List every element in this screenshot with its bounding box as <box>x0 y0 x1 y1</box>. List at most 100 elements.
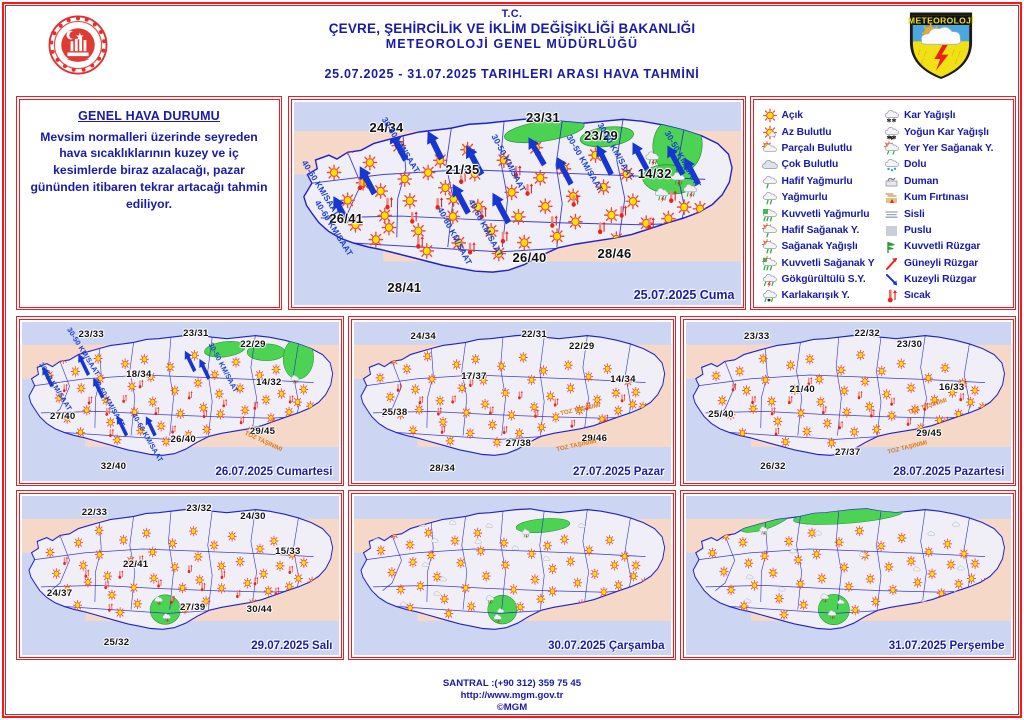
wind-speed-label: 30-50 KM/SAAT <box>206 340 241 394</box>
legend-item: Kuvvetli Yağmurlu <box>762 206 885 222</box>
legend-item: Yoğun Kar Yağışlı <box>884 124 1007 140</box>
legend-item-label: Puslu <box>904 224 932 236</box>
light-shower-icon <box>761 223 779 238</box>
legend-item: Dolu <box>884 157 1007 173</box>
temperature-label: 26/32 <box>760 461 786 473</box>
shower-icon <box>761 239 779 254</box>
legend-item: Kar Yağışlı <box>884 108 1007 124</box>
temperature-label: 14/32 <box>637 166 672 182</box>
temperature-label: 14/32 <box>256 377 282 389</box>
legend-item-label: Kar Yağışlı <box>904 110 956 122</box>
temperature-label: 18/34 <box>126 369 152 381</box>
temperature-label: 29/46 <box>581 432 608 444</box>
temperature-label: 25/40 <box>708 408 734 420</box>
snow-icon <box>884 108 901 123</box>
hot-thermometer-icon <box>884 288 901 303</box>
map-date-label: 25.07.2025 Cuma <box>633 287 735 302</box>
wind-speed-label: 40-60 KM/SAAT <box>91 376 128 429</box>
legend-item-label: Hafif Sağanak Y. <box>781 224 860 236</box>
legend-item-label: Dolu <box>904 159 927 171</box>
legend-item-label: Gökgürültülü S.Y. <box>781 274 866 286</box>
sun-small-cloud-icon <box>762 125 779 140</box>
fog-icon <box>884 207 901 222</box>
legend-item-label: Çok Bulutlu <box>781 159 839 171</box>
temperature-label: 23/31 <box>525 109 560 125</box>
map-panel-tuesday[interactable]: 22/33 23/32 24/30 22/41 15/33 24/37 30/44 27/39… <box>16 490 344 660</box>
sandstorm-icon <box>884 190 901 205</box>
wind-speed-label: 40-60 KM/SAAT <box>466 197 506 259</box>
map-panel-sunday[interactable]: 24/34 22/31 22/29 17/37 14/34 25/38 29/46 27/38… <box>348 316 676 486</box>
heavy-rain-icon <box>762 207 779 222</box>
smoke-icon <box>884 174 901 189</box>
header-date-range: 25.07.2025 - 31.07.2025 TARIHLERI ARASI … <box>324 67 700 81</box>
legend-item: Puslu <box>884 222 1007 238</box>
legend-item: Gökgürültülü S.Y. <box>762 271 885 288</box>
legend-item-label: Hafif Yağmurlu <box>781 175 853 187</box>
temperature-label: 16/33 <box>939 381 965 393</box>
map-panel-thursday[interactable]: 31.07.2025 Perşembe <box>680 490 1016 660</box>
legend-item-label: Soguk <box>904 307 935 308</box>
legend-panel: Açık Az Bulutlu Parçalı Bulutlu Çok Bulutlu… <box>750 96 1016 310</box>
temperature-label: 24/34 <box>410 331 437 343</box>
legend-item-label: Duman <box>904 175 939 187</box>
map-canvas: 22/33 23/32 24/30 22/41 15/33 24/37 30/44 27/39… <box>21 495 339 655</box>
sun-icon <box>762 108 779 123</box>
legend-item: Yağmurlu <box>762 189 885 205</box>
temperature-label: 23/30 <box>896 338 923 350</box>
light-snow-icon <box>762 305 779 307</box>
temperature-label: 26/40 <box>512 249 547 265</box>
temperature-label: 15/33 <box>275 546 301 558</box>
page-footer: SANTRAL :(+90 312) 359 75 45 http://www.… <box>0 678 1024 714</box>
thunderstorm-icon <box>762 272 779 288</box>
temperature-label: 22/41 <box>122 559 149 571</box>
legend-item: Açık <box>762 108 885 124</box>
map-panel-monday[interactable]: 23/33 22/32 23/30 21/40 16/33 25/40 29/45 27/37… <box>680 316 1016 486</box>
legend-item-label: Hafif Kar Yağışlı <box>782 307 859 308</box>
legend-item: Hafif Sağanak Y. <box>761 222 885 238</box>
map-label-layer: 22/33 23/32 24/30 22/41 15/33 24/37 30/44 27/39… <box>22 496 339 655</box>
sleet-icon <box>762 288 779 303</box>
north-wind-arrow-icon <box>884 272 901 287</box>
temperature-label: 29/45 <box>916 428 942 440</box>
temperature-label: 24/37 <box>46 587 73 599</box>
legend-item: Parçalı Bulutlu <box>761 140 885 156</box>
map-canvas: 30.07.2025 Çarşamba <box>353 495 671 655</box>
temperature-label: 28/46 <box>597 245 632 261</box>
wind-speed-label: 30-50 KM/SAAT <box>489 132 529 194</box>
temperature-label: 28/41 <box>387 280 422 296</box>
temperature-label: 17/37 <box>461 370 487 382</box>
legend-item: Kuvvetli Sağanak Y <box>761 255 885 271</box>
temperature-label: 26/41 <box>329 211 364 227</box>
footer-url: http://www.mgm.gov.tr <box>460 690 564 702</box>
temperature-label: 25/32 <box>103 637 130 648</box>
footer-copyright: ©MGM <box>496 702 528 714</box>
cloud-icon <box>761 157 779 172</box>
temperature-label: 23/29 <box>584 127 619 143</box>
legend-item-label: Sağanak Yağışlı <box>781 241 858 253</box>
legend-item-label: Kuvvetli Rüzgar <box>904 241 981 253</box>
temperature-label: 23/33 <box>78 329 105 341</box>
legend-item: Hafif Yağmurlu <box>762 173 885 189</box>
map-date-label: 28.07.2025 Pazartesi <box>893 465 1005 478</box>
legend-item: Güneyli Rüzgar <box>884 255 1007 271</box>
wind-speed-label: 40-60 KM/SAAT <box>435 205 475 267</box>
light-rain-icon <box>762 174 779 189</box>
legend-item: Sisli <box>884 206 1007 222</box>
map-panel-saturday[interactable]: 23/33 23/31 22/29 18/34 14/32 27/40 29/45 26/40… <box>16 316 344 486</box>
legend-item-label: Karlakarışık Y. <box>781 290 850 302</box>
general-weather-body: GENEL HAVA DURUMU Mevsim normalleri üzer… <box>21 101 277 305</box>
map-date-label: 31.07.2025 Perşembe <box>888 639 1005 652</box>
legend-column-left: Açık Az Bulutlu Parçalı Bulutlu Çok Bulutlu… <box>761 108 885 303</box>
map-label-layer: 23/33 23/31 22/29 18/34 14/32 27/40 29/45 26/40… <box>22 322 339 481</box>
meteoroloji-shield-icon: METEOROLOJİ <box>904 8 978 82</box>
map-canvas: 23/33 22/32 23/30 21/40 16/33 25/40 29/45 27/37… <box>685 321 1011 481</box>
map-date-label: 30.07.2025 Çarşamba <box>548 639 665 652</box>
temperature-label: 27/37 <box>835 447 861 459</box>
haze-icon <box>884 223 901 238</box>
map-panel-friday[interactable]: 24/34 23/31 23/29 21/35 14/32 26/41 28/46 26/40… <box>288 96 746 310</box>
map-panel-wednesday[interactable]: 30.07.2025 Çarşamba <box>348 490 676 660</box>
map-canvas: 23/33 23/31 22/29 18/34 14/32 27/40 29/45 26/40… <box>21 321 339 481</box>
legend-item-label: Yağmurlu <box>781 192 828 204</box>
temperature-label: 21/35 <box>445 162 480 178</box>
